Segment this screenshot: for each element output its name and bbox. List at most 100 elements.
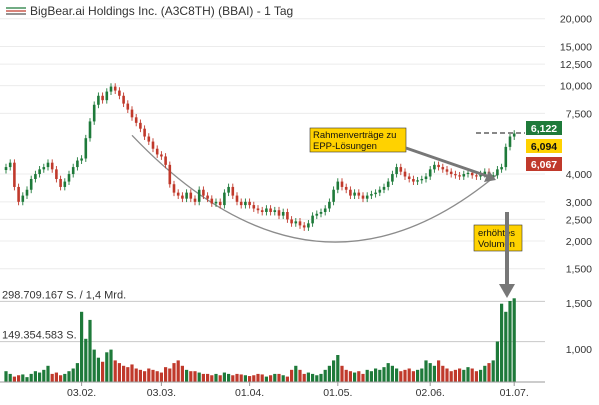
candle-body	[176, 192, 180, 196]
annotation-volumen: erhöhtes Volumen	[473, 212, 523, 298]
candle-body	[134, 117, 138, 123]
volume-bar	[59, 375, 63, 382]
candle-body	[223, 192, 226, 206]
volume-bar	[159, 372, 163, 382]
volume-bar	[369, 371, 373, 382]
volume-bar	[290, 369, 294, 382]
volume-bar	[327, 365, 331, 382]
annotation-text: erhöhtes Volumen	[478, 228, 518, 250]
candle-body	[475, 175, 478, 177]
price-axis-label: 2,500	[566, 214, 592, 226]
volume-bar	[432, 365, 436, 382]
annotation-line-1: erhöhtes	[478, 228, 515, 239]
candle-body	[256, 208, 260, 211]
x-axis: 03.02. 03.03. 01.04. 01.05. 02.06. 01.07.	[0, 381, 545, 399]
candle-body	[210, 198, 214, 204]
volume-bar	[8, 373, 12, 382]
candle-body	[50, 162, 54, 170]
x-tick-label: 01.05.	[323, 387, 352, 399]
volume-bar	[458, 368, 462, 382]
annotation-line-1: Rahmenverträge zu	[313, 130, 396, 141]
price-axis-label: 3,000	[566, 197, 592, 209]
candle-body	[500, 167, 503, 170]
volume-bar	[21, 374, 25, 382]
candle-body	[34, 174, 37, 180]
volume-bar	[168, 368, 172, 382]
volume-bar	[17, 375, 21, 382]
volume-bar	[437, 360, 441, 382]
candle-body	[273, 210, 277, 212]
candle-body	[46, 162, 50, 168]
candle-body	[328, 201, 331, 209]
volume-bar	[302, 373, 306, 382]
candle-body	[466, 172, 470, 175]
candle-body	[218, 201, 222, 206]
annotation-box	[473, 224, 523, 252]
x-tick-label: 02.06.	[416, 387, 445, 399]
volume-bar	[395, 368, 399, 382]
candle-body	[302, 225, 306, 228]
volume-bar	[399, 371, 403, 382]
candle-body	[168, 164, 172, 185]
legend-icon	[6, 7, 26, 15]
volume-bar	[46, 365, 50, 382]
candle-body	[298, 221, 302, 226]
x-tick-label: 01.07.	[500, 387, 529, 399]
candle-body	[458, 175, 461, 177]
candle-body	[277, 210, 281, 216]
volume-bar	[416, 369, 420, 382]
volume-bar	[252, 375, 256, 382]
price-badge-label: 6,094	[531, 141, 557, 153]
volume-bar	[4, 371, 8, 382]
candle-body	[378, 189, 382, 193]
volume-bar	[466, 367, 470, 382]
volume-bar	[474, 371, 478, 382]
volume-bar	[155, 371, 159, 382]
candle-body	[155, 148, 159, 155]
volume-bar	[269, 375, 273, 382]
volume-bar	[445, 368, 449, 382]
volume-bar	[84, 338, 88, 382]
candle-body	[109, 86, 113, 92]
annotation-arrow-head	[499, 284, 515, 298]
price-axis-label: 7,500	[566, 108, 592, 120]
volume-bar	[407, 368, 411, 382]
annotation-box	[309, 127, 407, 153]
volume-bar	[361, 373, 365, 382]
candle-body	[508, 136, 512, 147]
chart-title: BigBear.ai Holdings Inc. (A3C8TH) (BBAI)…	[30, 4, 293, 18]
volume-bar	[210, 375, 214, 382]
volume-bar	[176, 360, 180, 382]
candle-body	[101, 95, 104, 101]
volume-bar	[378, 369, 382, 382]
candle-body	[214, 201, 218, 204]
candle-body	[113, 86, 117, 91]
candle-body	[160, 154, 163, 157]
candle-body	[17, 186, 20, 202]
volume-bar	[222, 372, 226, 382]
volume-bar	[319, 373, 323, 382]
annotation-rahmenvertraege: Rahmenverträge zu EPP-Lösungen	[309, 127, 496, 182]
candle-body	[269, 208, 272, 212]
volume-bar	[411, 371, 415, 382]
price-badge-low	[526, 157, 562, 171]
candle-body	[244, 201, 247, 206]
volume-bar	[109, 349, 113, 382]
volume-bar	[67, 371, 71, 382]
volume-bar	[273, 373, 277, 382]
annotation-arrow-head	[484, 171, 496, 182]
candle-body	[25, 189, 29, 196]
volume-bar	[96, 357, 100, 382]
candle-body	[286, 211, 289, 220]
candle-body	[172, 184, 176, 193]
volume-axis-label: 1,500	[566, 298, 592, 310]
candle-body	[38, 169, 41, 175]
volume-bar	[365, 369, 369, 382]
candle-body	[122, 95, 125, 104]
candle-body	[307, 223, 310, 228]
candle-body	[382, 186, 386, 190]
volume-bar	[101, 361, 105, 382]
candle-body	[206, 195, 209, 199]
volume-bar	[134, 368, 138, 382]
candle-body	[97, 95, 100, 105]
